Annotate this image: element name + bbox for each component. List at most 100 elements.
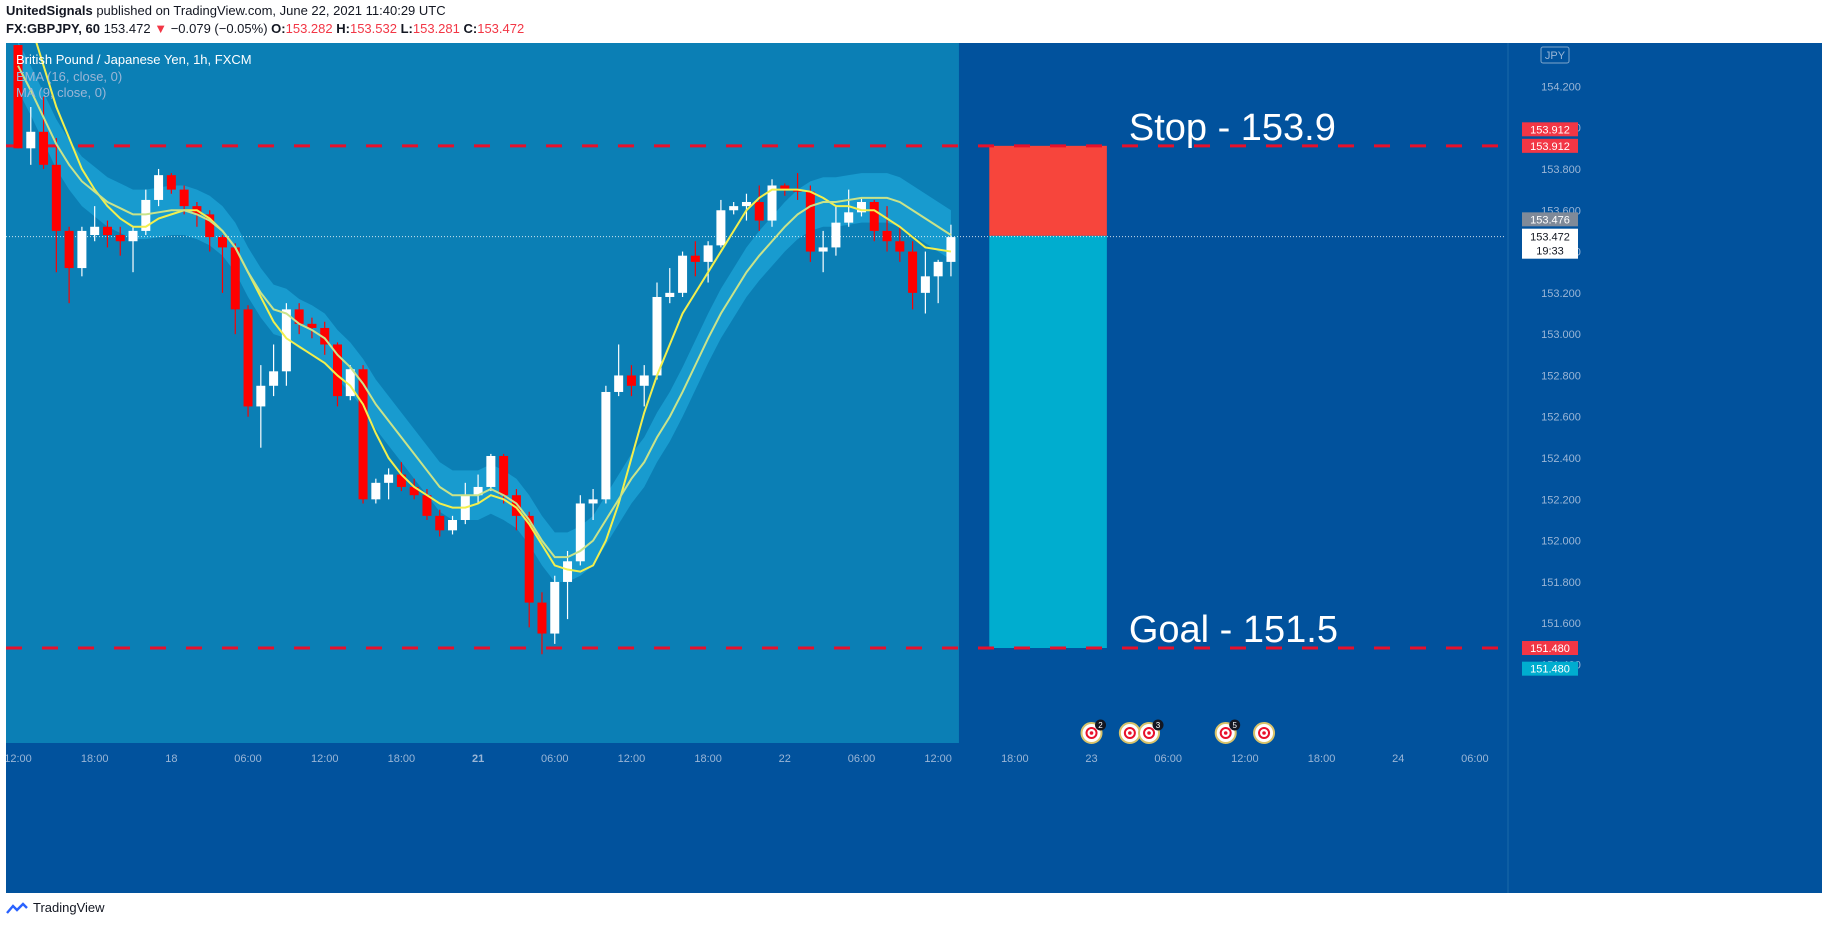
candle-body <box>166 175 176 190</box>
stop-tag-upper-bg <box>1522 122 1578 137</box>
stop-tag: 153.912 <box>1530 141 1570 153</box>
candle-body <box>678 255 688 293</box>
price-change: −0.079 (−0.05%) <box>170 21 268 36</box>
x-tick-label: 22 <box>779 753 791 765</box>
y-tick-label: 154.200 <box>1541 81 1581 93</box>
candle-body <box>243 309 253 407</box>
down-arrow-icon: ▼ <box>154 21 168 36</box>
event-badge: 5 <box>1232 721 1237 730</box>
x-tick-label: 21 <box>472 753 484 765</box>
candle-body <box>141 199 151 231</box>
candle-body <box>154 175 164 200</box>
x-tick-label: 06:00 <box>1461 753 1489 765</box>
x-tick-label: 18:00 <box>1308 753 1336 765</box>
candle-body <box>844 212 854 223</box>
y-tick-label: 152.400 <box>1541 453 1581 465</box>
goal-zone <box>989 235 1107 649</box>
countdown-tag: 19:33 <box>1536 246 1564 258</box>
goal-tag-lower: 151.480 <box>1530 664 1570 676</box>
candle-body <box>345 369 355 397</box>
candle-body <box>946 237 956 262</box>
x-tick-label: 12:00 <box>1231 753 1259 765</box>
candle-body <box>307 323 317 328</box>
candle-body <box>626 375 636 386</box>
candle-body <box>499 455 509 496</box>
last-price: 153.472 <box>103 21 151 36</box>
candle-body <box>486 455 496 487</box>
legend-ema[interactable]: EMA (16, close, 0) <box>16 68 123 84</box>
candle-body <box>39 131 49 165</box>
candle-body <box>435 515 445 531</box>
x-tick-label: 18 <box>165 753 177 765</box>
event-ring-icon <box>1143 727 1156 739</box>
currency-label: JPY <box>1545 50 1566 62</box>
close-label: C: <box>463 21 478 36</box>
x-tick-label: 18:00 <box>694 753 722 765</box>
published-text: published on TradingView.com, June 22, 2… <box>96 3 446 18</box>
candle-body <box>511 495 521 516</box>
candle-body <box>26 131 36 149</box>
candle-body <box>524 515 534 603</box>
currency-box <box>1540 46 1570 64</box>
event-ring-icon <box>1085 727 1098 739</box>
event-badge-bg <box>1229 719 1241 731</box>
candle-body <box>550 581 560 634</box>
candle-body <box>690 255 700 262</box>
y-tick-label: 153.200 <box>1541 288 1581 300</box>
ema-band <box>18 43 951 582</box>
candle-body <box>920 276 930 293</box>
candle-body <box>13 45 23 149</box>
goal-tag-lower-bg <box>1522 661 1578 676</box>
candle-body <box>396 474 406 487</box>
candle-body <box>51 164 61 231</box>
legend-ma[interactable]: MA (9, close, 0) <box>16 85 107 100</box>
entry-tag: 153.476 <box>1530 214 1570 226</box>
goal-label: Goal - 151.5 <box>1129 609 1338 651</box>
event-dot-icon <box>1262 731 1266 735</box>
candle-body <box>205 214 215 238</box>
high-label: H: <box>336 21 350 36</box>
candle-body <box>869 201 879 231</box>
candle-body <box>639 375 649 386</box>
y-tick-label: 152.200 <box>1541 494 1581 506</box>
candle-body <box>793 189 803 192</box>
candle-body <box>115 235 125 242</box>
x-tick-label: 06:00 <box>234 753 262 765</box>
chart-legend: British Pound / Japanese Yen, 1h, FXCM E… <box>16 52 252 102</box>
candle-body <box>665 292 675 297</box>
candle-body <box>473 486 483 496</box>
candle-body <box>741 201 751 207</box>
candle-body <box>320 327 330 345</box>
candle-body <box>409 486 419 496</box>
publisher-line: UnitedSignals published on TradingView.c… <box>6 3 446 18</box>
event-ring-icon <box>1123 727 1136 739</box>
x-tick-label: 12:00 <box>311 753 339 765</box>
candle-body <box>601 391 611 500</box>
y-tick-label: 153.800 <box>1541 164 1581 176</box>
candle-body <box>703 245 713 262</box>
footer-brand[interactable]: TradingView <box>6 900 105 915</box>
candle-body <box>818 247 828 252</box>
candle-body <box>563 561 573 582</box>
candle-body <box>90 226 100 236</box>
candle-body <box>102 226 112 236</box>
candle-body <box>281 309 291 372</box>
ohlc-line: FX:GBPJPY, 60 153.472 ▼ −0.079 (−0.05%) … <box>6 21 524 36</box>
event-dot-icon <box>1147 731 1151 735</box>
event-badge-bg <box>1095 719 1107 731</box>
current-price-tag: 153.472 <box>1530 232 1570 244</box>
symbol-label: FX:GBPJPY, 60 <box>6 21 100 36</box>
high-value: 153.532 <box>349 21 397 36</box>
event-dot-icon <box>1223 731 1228 735</box>
x-tick-label: 24 <box>1392 753 1404 765</box>
candle-body <box>614 375 624 392</box>
tradingview-logo-icon <box>6 901 28 914</box>
current-tag-bg <box>1522 228 1578 259</box>
event-dot-icon <box>1128 731 1132 735</box>
x-tick-label: 06:00 <box>848 753 876 765</box>
candle-body <box>882 230 892 242</box>
open-value: 153.282 <box>285 21 333 36</box>
legend-title: British Pound / Japanese Yen, 1h, FXCM <box>16 52 252 67</box>
